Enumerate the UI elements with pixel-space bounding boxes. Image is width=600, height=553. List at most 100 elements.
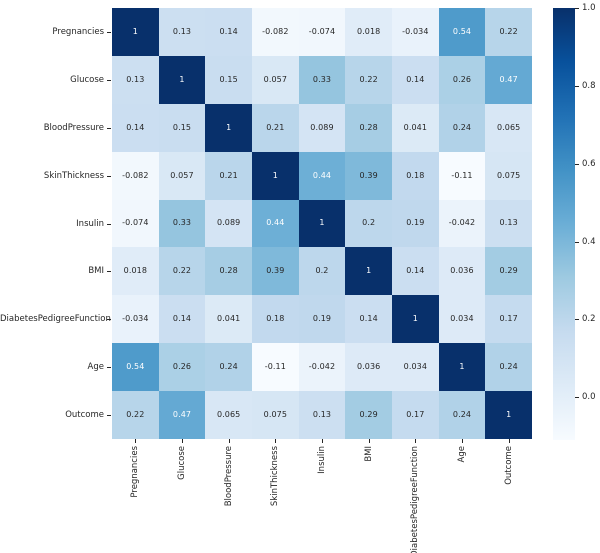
heatmap-cell: -0.082 [252, 8, 299, 56]
heatmap-cell: 0.14 [112, 103, 159, 152]
cell-value: 0.041 [403, 122, 428, 132]
heatmap-cell: 0.24 [438, 103, 486, 152]
heatmap-cell: 0.065 [485, 103, 532, 152]
cell-value: 0.24 [452, 122, 472, 132]
y-tick-mark [107, 367, 111, 369]
heatmap-cell: 0.54 [438, 8, 486, 56]
heatmap-cell: 0.15 [158, 103, 206, 152]
colorbar-tick-mark [575, 241, 579, 243]
heatmap-cell: 0.041 [392, 103, 439, 152]
x-tick-mark [415, 439, 417, 443]
heatmap-cell: 1 [205, 103, 252, 152]
colorbar-tick-label: 1.0 [582, 3, 596, 13]
cell-value: 0.47 [172, 410, 192, 420]
heatmap-cell: 0.28 [345, 103, 392, 152]
x-axis-label: Insulin [317, 446, 327, 474]
cell-value: 0.14 [406, 266, 425, 276]
cell-value: -0.074 [308, 26, 336, 36]
cell-value: -0.042 [308, 362, 336, 372]
cell-value: 0.089 [216, 218, 241, 228]
cell-value: 0.15 [219, 74, 238, 84]
heatmap-cell: 0.47 [485, 55, 532, 104]
heatmap-cell: 1 [252, 151, 299, 200]
cell-value: 0.13 [499, 218, 518, 228]
y-tick-mark [107, 415, 111, 417]
cell-value: 0.19 [406, 218, 425, 228]
y-axis-label: BloodPressure [43, 122, 104, 133]
heatmap-cell: 0.39 [345, 151, 392, 200]
cell-value: -0.042 [448, 218, 476, 228]
heatmap-cell: 0.057 [252, 55, 299, 104]
cell-value: -0.11 [264, 362, 286, 372]
heatmap-cell: 1 [438, 343, 486, 392]
cell-value: 0.034 [403, 362, 428, 372]
cell-value: 0.2 [315, 266, 329, 276]
heatmap-cell: -0.042 [298, 343, 346, 392]
heatmap-cell: 0.17 [485, 295, 532, 344]
heatmap-cell: 0.18 [252, 295, 299, 344]
heatmap-cell: 0.28 [205, 247, 252, 296]
heatmap-cell: 1 [298, 199, 346, 248]
heatmap-cell: -0.11 [438, 151, 486, 200]
cell-value: 0.2 [362, 218, 376, 228]
y-axis-label: Insulin [76, 218, 104, 229]
cell-value: 1 [459, 362, 465, 372]
x-axis-label: Outcome [503, 446, 514, 485]
cell-value: 0.39 [266, 266, 285, 276]
colorbar-tick-mark [575, 163, 579, 165]
cell-value: 0.13 [126, 74, 145, 84]
x-tick-mark [182, 439, 183, 443]
heatmap-cell: 0.14 [158, 295, 206, 344]
colorbar-tick-mark [575, 319, 579, 321]
heatmap-cell: -0.082 [112, 151, 159, 200]
cell-value: 0.036 [356, 362, 381, 372]
x-tick-mark [135, 439, 137, 443]
heatmap-cell: 0.2 [298, 247, 346, 296]
cell-value: 0.47 [499, 74, 518, 84]
heatmap-cell: 0.22 [485, 8, 532, 56]
cell-value: 0.24 [452, 410, 472, 420]
cell-value: 0.14 [406, 74, 425, 84]
heatmap-cell: 0.065 [205, 391, 252, 439]
heatmap-cell: 0.29 [345, 391, 392, 439]
cell-value: 0.54 [126, 362, 145, 372]
x-tick-mark [228, 439, 230, 443]
x-axis-label: Pregnancies [130, 446, 141, 498]
cell-value: 0.39 [359, 170, 378, 180]
cell-value: -0.074 [122, 218, 149, 228]
cell-value: 1 [272, 170, 278, 180]
cell-value: 1 [412, 314, 418, 324]
heatmap-cell: 0.13 [158, 8, 206, 56]
cell-value: -0.082 [262, 26, 289, 36]
heatmap-cell: 1 [158, 55, 206, 104]
cell-value: 0.041 [216, 314, 241, 324]
cell-value: 0.14 [359, 314, 378, 324]
cell-value: 0.034 [450, 314, 474, 324]
y-tick-mark [107, 271, 111, 273]
cell-value: -0.082 [122, 170, 149, 180]
heatmap-cell: 0.44 [252, 199, 299, 248]
heatmap-cell: -0.034 [392, 8, 439, 56]
cell-value: 0.28 [359, 122, 378, 132]
cell-value: 0.17 [406, 410, 425, 420]
heatmap-cell: 0.39 [252, 247, 299, 296]
x-axis-label: BMI [363, 446, 374, 462]
heatmap-cell: 0.24 [485, 343, 532, 392]
colorbar-gradient [553, 8, 575, 440]
y-axis-label: Age [87, 362, 104, 373]
y-axis-label: Pregnancies [52, 26, 104, 37]
colorbar-tick-label: 0.4 [582, 236, 596, 247]
cell-value: 0.33 [312, 74, 332, 84]
cell-value: 0.13 [312, 410, 332, 420]
cell-value: -0.034 [122, 314, 149, 324]
heatmap-cell: 0.26 [158, 343, 206, 392]
cell-value: 1 [132, 26, 138, 36]
y-axis-label: Outcome [65, 410, 104, 421]
cell-value: 0.018 [123, 266, 148, 276]
heatmap-cell: 0.057 [158, 151, 206, 200]
y-tick-mark [107, 31, 111, 33]
x-axis-label: DiabetesPedigreeFunction [410, 446, 421, 553]
heatmap-cell: 0.29 [485, 247, 532, 296]
y-axis-label: Glucose [70, 74, 104, 85]
heatmap-cell: 0.034 [392, 343, 439, 392]
